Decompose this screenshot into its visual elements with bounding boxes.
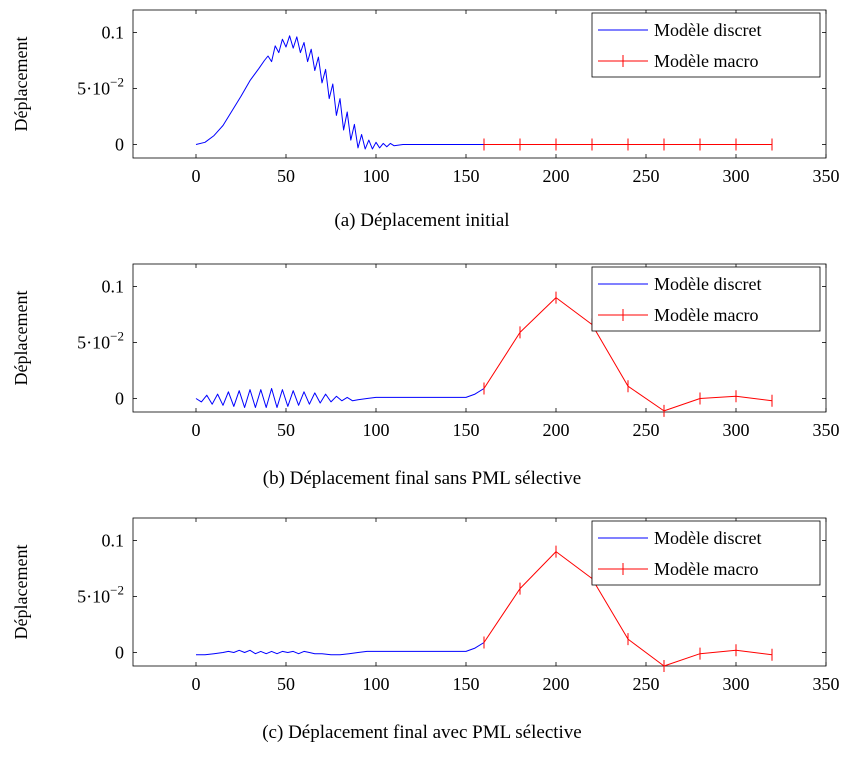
chart0-xtick-label: 250	[633, 166, 660, 186]
chart1-xtick-label: 300	[723, 420, 750, 440]
chart1-xtick-label: 200	[543, 420, 570, 440]
chart1-xtick-label: 50	[277, 420, 295, 440]
chart2-ytick-label: 0.1	[102, 530, 125, 550]
chart0-ytick-label: 0.1	[102, 22, 125, 42]
chart0-xtick-label: 150	[453, 166, 480, 186]
chart2-xtick-label: 100	[363, 674, 390, 694]
chart-caption-b: (b) Déplacement final sans PML sélective	[262, 468, 582, 489]
chart1-legend-label: Modèle macro	[654, 305, 758, 325]
chart0-xtick-label: 50	[277, 166, 295, 186]
chart-panel-a: 0 50 100 150 200 250 300 350 0 5·10−2 0.1 Déplaceme…	[0, 0, 844, 250]
chart-panel-c: 0 50 100 150 200 250 300 350 0 5·10−2 0.1 Déplaceme…	[0, 508, 844, 758]
chart2-xtick-label: 300	[723, 674, 750, 694]
chart-svg-c: 0 50 100 150 200 250 300 350 0 5·10−2 0.1 Déplaceme…	[11, 517, 840, 694]
chart1-ytick-label: 5·10−2	[77, 328, 124, 352]
chart0-legend-label: Modèle discret	[654, 20, 761, 40]
chart0-y-axis-label: Déplacement	[11, 37, 31, 132]
chart-caption-c: (c) Déplacement final avec PML sélective	[262, 722, 582, 743]
chart-svg-b: 0 50 100 150 200 250 300 350 0 5·10−2 0.1 Déplaceme…	[11, 263, 840, 440]
chart-panel-b: 0 50 100 150 200 250 300 350 0 5·10−2 0.1 Déplaceme…	[0, 254, 844, 504]
chart1-xtick-label: 250	[633, 420, 660, 440]
chart1-xtick-label: 100	[363, 420, 390, 440]
chart0-xtick-label: 200	[543, 166, 570, 186]
chart0-xtick-label: 100	[363, 166, 390, 186]
chart1-y-axis-label: Déplacement	[11, 291, 31, 386]
chart0-xtick-label: 300	[723, 166, 750, 186]
chart0-legend-label: Modèle macro	[654, 51, 758, 71]
chart2-xtick-label: 350	[813, 674, 840, 694]
chart0-series-line-discrete	[195, 35, 484, 150]
chart2-legend-label: Modèle macro	[654, 559, 758, 579]
chart1-axes-frame	[132, 263, 827, 413]
chart1-xtick-label: 150	[453, 420, 480, 440]
chart2-axes-frame	[132, 517, 827, 667]
chart0-ytick-label: 0	[115, 135, 124, 155]
chart0-legend-box	[591, 12, 821, 78]
chart1-xtick-label: 350	[813, 420, 840, 440]
chart2-xtick-label: 0	[192, 674, 201, 694]
chart2-ytick-label: 5·10−2	[77, 582, 124, 606]
chart0-ytick-label: 5·10−2	[77, 74, 124, 98]
chart2-legend-label: Modèle discret	[654, 528, 761, 548]
chart1-xtick-label: 0	[192, 420, 201, 440]
chart1-ytick-label: 0	[115, 389, 124, 409]
chart-svg-a: 0 50 100 150 200 250 300 350 0 5·10−2 0.1 Déplaceme…	[11, 9, 840, 186]
chart2-xtick-label: 250	[633, 674, 660, 694]
chart-caption-a: (a) Déplacement initial	[334, 210, 510, 231]
chart2-y-axis-label: Déplacement	[11, 545, 31, 640]
chart2-legend-box	[591, 520, 821, 586]
chart2-xtick-label: 200	[543, 674, 570, 694]
chart2-ytick-label: 0	[115, 643, 124, 663]
chart1-legend-label: Modèle discret	[654, 274, 761, 294]
chart2-xtick-label: 50	[277, 674, 295, 694]
chart1-legend-box	[591, 266, 821, 332]
chart1-ytick-label: 0.1	[102, 276, 125, 296]
chart2-series-line-discrete	[196, 642, 485, 656]
chart0-xtick-label: 0	[192, 166, 201, 186]
chart0-axes-frame	[132, 9, 827, 159]
chart2-xtick-label: 150	[453, 674, 480, 694]
chart1-series-line-discrete	[195, 388, 485, 408]
chart0-xtick-label: 350	[813, 166, 840, 186]
